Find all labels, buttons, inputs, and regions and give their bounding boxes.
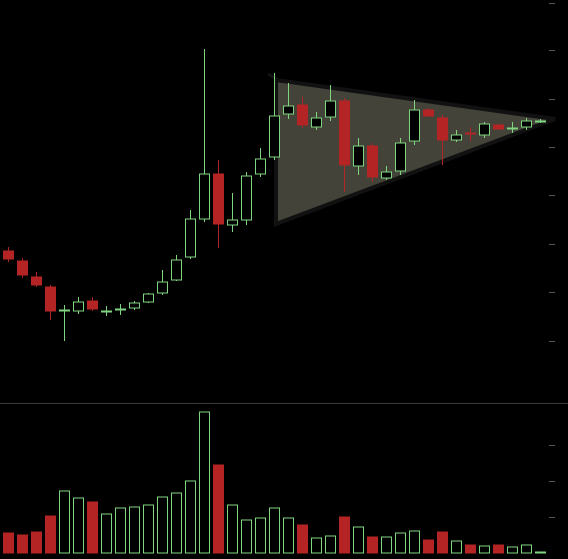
candle-body [339, 100, 350, 166]
volume-bar [521, 544, 532, 554]
candle-body [521, 120, 532, 128]
candle-body [367, 145, 378, 178]
volume-bar [129, 506, 140, 554]
candle-body [73, 301, 84, 312]
volume-bar [367, 536, 378, 554]
volume-bar [269, 507, 280, 554]
volume-bar [227, 504, 238, 554]
candle-body [129, 302, 140, 309]
candle-body [213, 173, 224, 225]
candle-body [143, 293, 154, 303]
candle-body [493, 124, 504, 130]
volume-bar [171, 492, 182, 554]
volume-bar [465, 544, 476, 554]
volume-bar [423, 539, 434, 554]
volume-bar [353, 526, 364, 554]
volume-bar [493, 544, 504, 554]
candle-body [311, 117, 322, 128]
candle-body [381, 171, 392, 179]
candle-body [395, 142, 406, 172]
volume-bar [395, 532, 406, 554]
candle-body [255, 158, 266, 175]
candle-body [507, 127, 518, 130]
candle-body [157, 281, 168, 294]
candle-body [465, 132, 476, 135]
volume-bar [479, 545, 490, 554]
volume-bar [325, 535, 336, 554]
volume-bar [241, 519, 252, 554]
candle-body [101, 310, 112, 313]
candle-body [535, 120, 546, 123]
candle-body [297, 104, 308, 126]
candle-body [283, 105, 294, 115]
volume-bar [3, 532, 14, 554]
candle-body [451, 134, 462, 141]
candle-body [3, 250, 14, 260]
volume-bar [143, 504, 154, 554]
volume-bar [31, 531, 42, 554]
volume-bar [339, 516, 350, 554]
volume-bar [297, 524, 308, 554]
candle-body [17, 260, 28, 276]
volume-bar [115, 507, 126, 554]
volume-bar [157, 496, 168, 554]
volume-bar [311, 537, 322, 554]
volume-bar [451, 540, 462, 554]
candle-body [437, 117, 448, 141]
volume-bar [101, 513, 112, 554]
volume-bar [45, 515, 56, 554]
volume-bar [409, 530, 420, 554]
candle-body [87, 300, 98, 310]
volume-bar [283, 517, 294, 554]
volume-bar [87, 501, 98, 554]
volume-bar [59, 490, 70, 554]
candle-body [479, 123, 490, 136]
volume-bar [213, 464, 224, 554]
volume-bar [185, 480, 196, 554]
candle-body [199, 173, 210, 220]
candle-body [45, 286, 56, 312]
volume-bar [381, 536, 392, 554]
candle-body [185, 218, 196, 258]
volume-bar [199, 411, 210, 554]
candle-body [423, 109, 434, 117]
volume-bar [535, 551, 546, 554]
candle-body [31, 276, 42, 286]
volume-bar [73, 497, 84, 554]
candle-body [227, 219, 238, 226]
volume-bar [507, 546, 518, 554]
candle-body [325, 100, 336, 118]
volume-bar [255, 517, 266, 554]
candle-body [269, 115, 280, 158]
volume-bar [437, 531, 448, 554]
candle-body [353, 145, 364, 167]
candle-body [115, 308, 126, 311]
candle-body [171, 259, 182, 281]
volume-bar [17, 534, 28, 554]
candle-body [241, 175, 252, 221]
candle-body [409, 109, 420, 142]
candle-body [59, 309, 70, 312]
